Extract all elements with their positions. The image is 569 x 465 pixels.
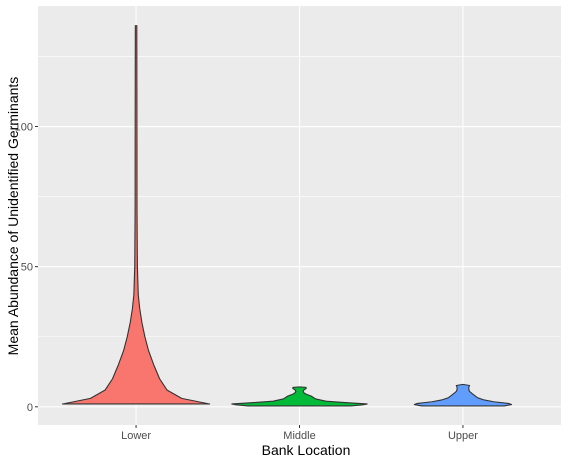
x-axis-title: Bank Location (262, 442, 351, 458)
y-tick-label: 100 (15, 122, 33, 134)
y-tick-label: 0 (27, 402, 33, 414)
violin-upper (413, 383, 513, 407)
violin-middle (231, 386, 368, 407)
x-tick-label: Upper (448, 430, 478, 442)
x-tick-label: Lower (121, 430, 151, 442)
axes: 0 50 100 Lower Middle Upper (15, 122, 479, 442)
violin-lower (61, 25, 211, 405)
y-axis-title: Mean Abundance of Unidentified Germinant… (5, 77, 21, 356)
y-tick-label: 50 (21, 262, 33, 274)
violins (61, 25, 513, 407)
x-tick-label: Middle (283, 430, 315, 442)
